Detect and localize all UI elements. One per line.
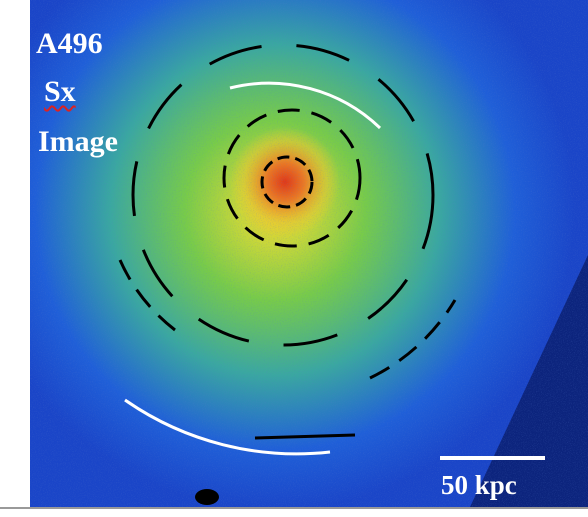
cluster-label: A496 [36,26,103,62]
quantity-label: Sx [44,74,76,110]
scale-label: 50 kpc [441,467,517,503]
page: {"labels": {"cluster": "A496", "quantity… [0,0,588,517]
kind-label: Image [38,124,118,160]
xray-image [0,0,588,517]
